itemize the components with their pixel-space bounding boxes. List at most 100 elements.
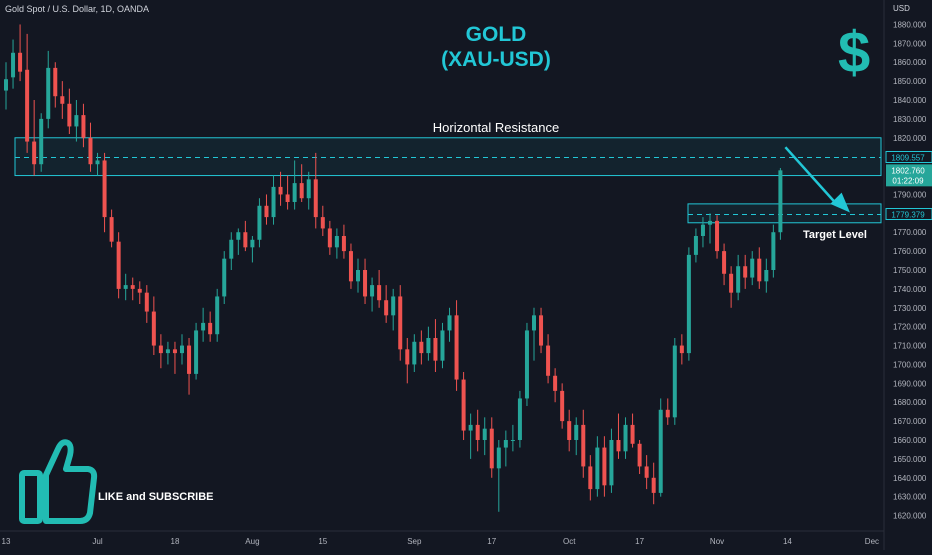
candle xyxy=(391,288,396,331)
candle-body xyxy=(95,160,100,165)
y-tick-label: 1740.000 xyxy=(893,285,927,294)
candle xyxy=(53,62,58,108)
candle-body xyxy=(67,103,72,127)
candle xyxy=(757,247,762,289)
candle xyxy=(616,413,621,459)
candle xyxy=(18,24,23,82)
candle-body xyxy=(405,349,410,365)
candle xyxy=(123,273,128,301)
candle-body xyxy=(672,345,677,418)
candle-body xyxy=(496,447,501,469)
like-subscribe-text[interactable]: LIKE and SUBSCRIBE xyxy=(98,491,214,503)
candle-body xyxy=(546,345,551,376)
candle xyxy=(292,160,297,210)
candle xyxy=(708,213,712,244)
thumbs-up-icon[interactable] xyxy=(18,435,98,527)
candle-body xyxy=(285,194,290,202)
candle xyxy=(510,424,515,452)
candle-body xyxy=(377,285,382,301)
candle xyxy=(440,322,445,369)
candle xyxy=(468,413,473,459)
candle xyxy=(151,296,156,355)
candle-body xyxy=(11,52,16,78)
candle xyxy=(264,194,269,225)
headline-line1: GOLD xyxy=(465,23,527,46)
candle-body xyxy=(201,322,206,331)
candle-body xyxy=(144,292,149,312)
x-tick-label: 15 xyxy=(318,537,327,546)
candle-body xyxy=(299,183,304,199)
candle-body xyxy=(623,424,628,452)
currency-label: USD xyxy=(893,4,910,13)
candle xyxy=(489,417,494,478)
candle xyxy=(95,152,100,176)
candle xyxy=(482,417,487,456)
candle-body xyxy=(32,141,37,165)
candle xyxy=(271,175,276,225)
resistance-zone xyxy=(14,137,882,177)
candle xyxy=(524,322,529,406)
candle xyxy=(426,326,431,361)
candle xyxy=(4,62,8,110)
candle xyxy=(686,247,691,361)
candle xyxy=(715,215,720,259)
candle-body xyxy=(229,239,234,259)
x-tick-label: Oct xyxy=(563,537,576,546)
target-label: Target Level xyxy=(803,229,867,241)
y-tick-label: 1700.000 xyxy=(893,360,927,369)
y-tick-label: 1620.000 xyxy=(893,512,927,521)
candle xyxy=(341,224,346,259)
candle-body xyxy=(194,330,199,374)
candle-body xyxy=(778,170,783,233)
candle xyxy=(672,338,677,425)
candle xyxy=(419,330,424,365)
candle-body xyxy=(679,345,684,354)
candle-body xyxy=(327,228,332,248)
candle xyxy=(461,372,466,440)
candle xyxy=(116,232,121,299)
y-tick-label: 1820.000 xyxy=(893,134,927,143)
candle-body xyxy=(686,254,691,354)
candle xyxy=(25,33,30,153)
resistance-label: Horizontal Resistance xyxy=(433,120,559,135)
y-tick-label: 1840.000 xyxy=(893,96,927,105)
candle xyxy=(348,243,353,289)
candle-body xyxy=(208,322,213,335)
candle xyxy=(750,251,755,286)
candle-body xyxy=(722,251,727,274)
candle xyxy=(722,243,727,286)
price-tag-text: 1802.760 xyxy=(891,166,925,175)
candle xyxy=(356,258,360,293)
candle-body xyxy=(348,251,353,282)
headline-line2: (XAU-USD) xyxy=(441,48,551,71)
candle-body xyxy=(693,236,698,255)
candle xyxy=(496,440,501,512)
candle xyxy=(588,455,593,501)
candle xyxy=(658,398,663,497)
candle-body xyxy=(637,443,642,467)
price-tag-countdown: 01:22:09 xyxy=(892,176,924,185)
y-tick-label: 1850.000 xyxy=(893,77,927,86)
candle-body xyxy=(264,205,269,218)
candle xyxy=(158,334,163,369)
candle-body xyxy=(750,258,755,278)
y-tick-label: 1690.000 xyxy=(893,379,927,388)
candle xyxy=(39,113,44,172)
candle-body xyxy=(461,379,466,431)
y-tick-label: 1860.000 xyxy=(893,58,927,67)
candle-body xyxy=(574,424,579,440)
candle-body xyxy=(517,398,522,440)
candle-body xyxy=(539,315,544,346)
candle xyxy=(32,100,37,176)
candle-body xyxy=(123,285,128,289)
candle xyxy=(517,390,522,448)
candle xyxy=(532,307,536,361)
candle xyxy=(602,436,607,497)
candle-body xyxy=(743,266,748,278)
candle-body xyxy=(715,220,720,252)
candle-body xyxy=(468,424,473,431)
candle xyxy=(102,152,107,233)
candle-body xyxy=(736,266,741,293)
